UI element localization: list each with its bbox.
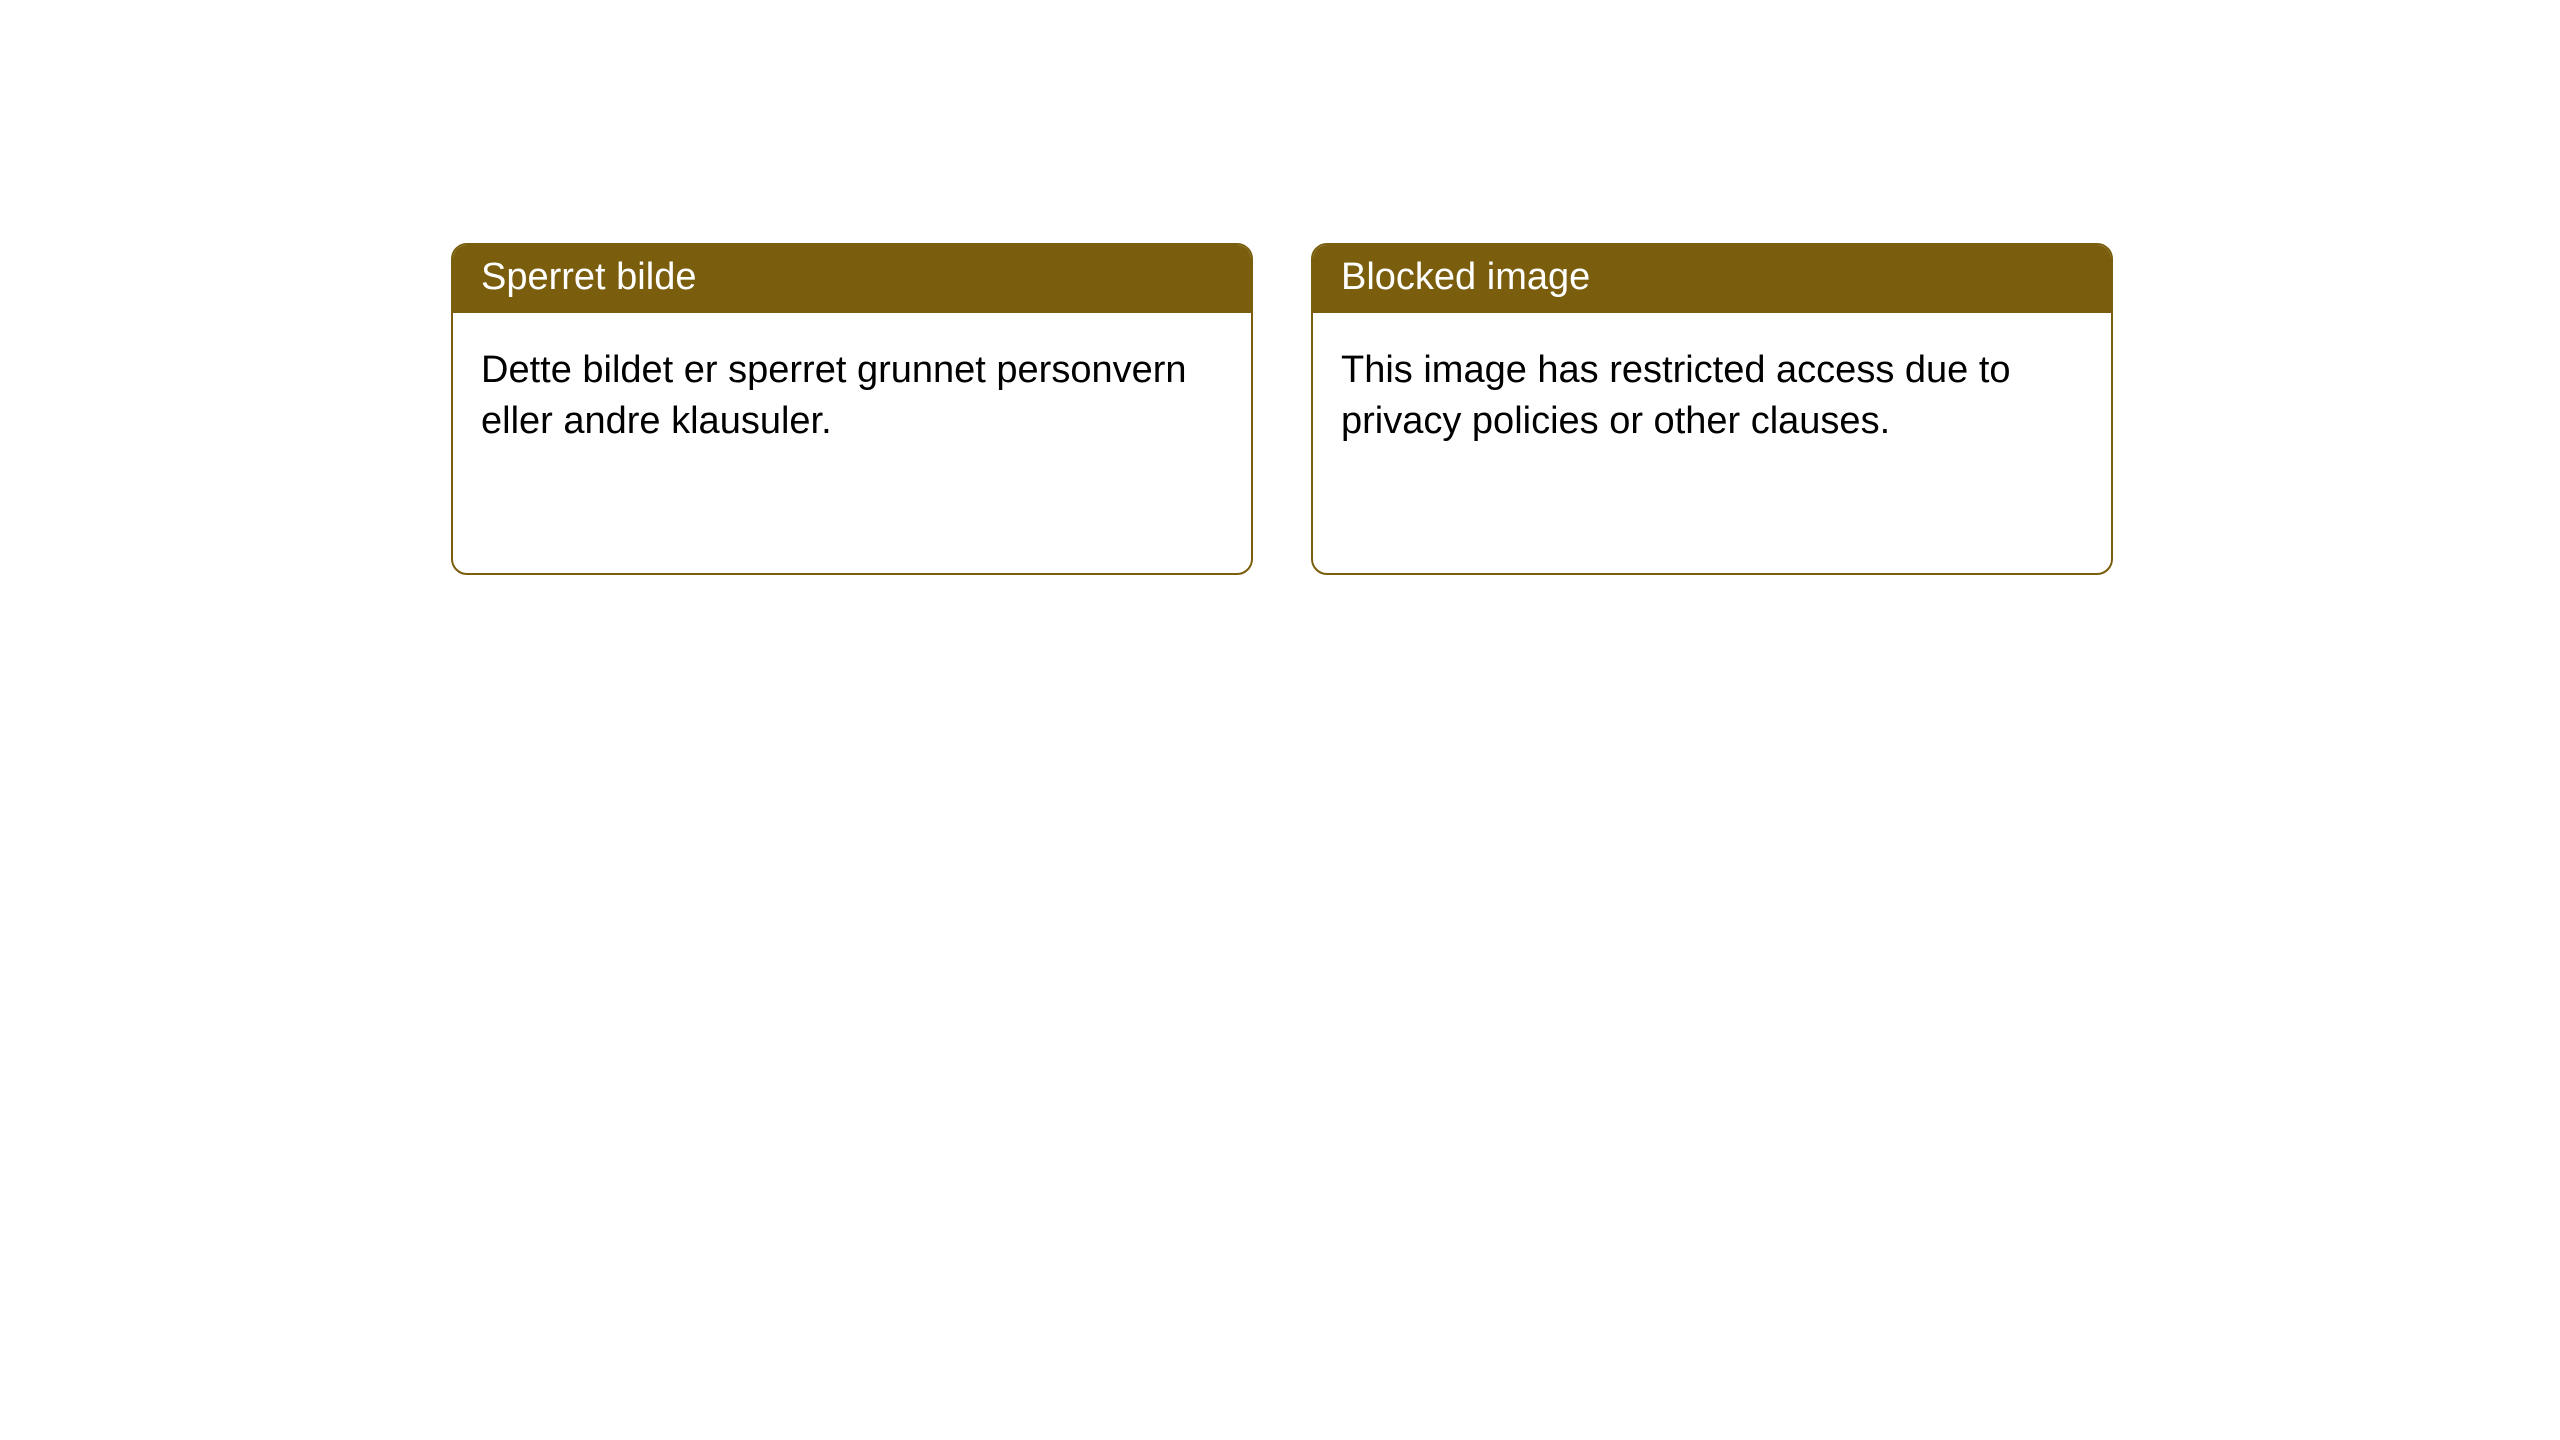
notice-container: Sperret bilde Dette bildet er sperret gr…: [0, 0, 2560, 575]
notice-title-norwegian: Sperret bilde: [453, 245, 1251, 313]
notice-title-english: Blocked image: [1313, 245, 2111, 313]
notice-card-norwegian: Sperret bilde Dette bildet er sperret gr…: [451, 243, 1253, 575]
notice-card-english: Blocked image This image has restricted …: [1311, 243, 2113, 575]
notice-body-english: This image has restricted access due to …: [1313, 313, 2111, 480]
notice-body-norwegian: Dette bildet er sperret grunnet personve…: [453, 313, 1251, 480]
